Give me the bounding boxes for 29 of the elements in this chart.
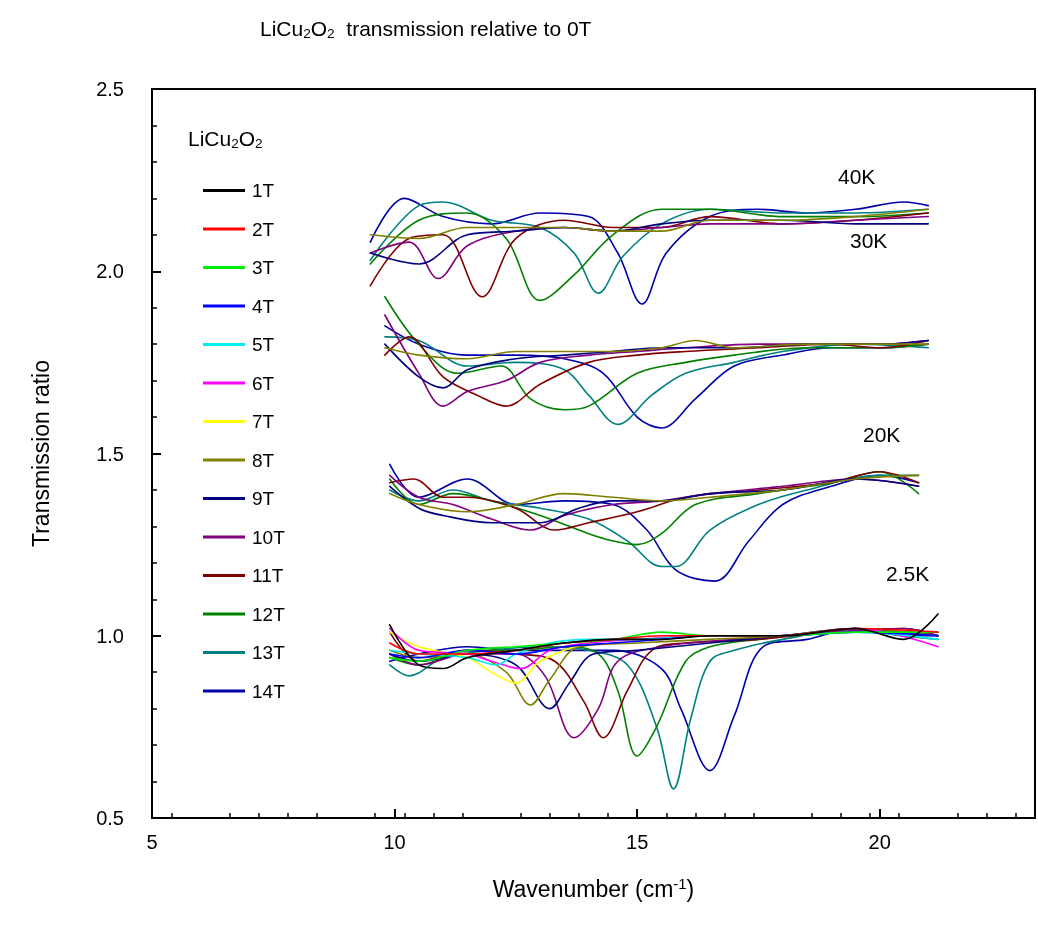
y-tick-label: 1.5 [96, 442, 124, 465]
legend-label: 10T [252, 526, 286, 548]
legend-label: 11T [252, 565, 284, 586]
legend-label: 1T [252, 180, 275, 201]
legend-label: 5T [252, 334, 275, 355]
y-axis-title: Transmission ratio [27, 359, 54, 548]
annotation: 20K [863, 423, 901, 446]
legend-label: 8T [252, 449, 275, 471]
legend-label: 14T [252, 680, 286, 702]
x-tick-label: 10 [383, 831, 406, 853]
line-series [388, 613, 939, 670]
y-tick-label: 0.5 [96, 807, 124, 829]
legend-label: 3T [252, 257, 275, 278]
legend-label: 6T [252, 372, 275, 394]
annotation: 2.5K [886, 562, 930, 585]
x-tick-label: 15 [626, 831, 649, 853]
annotation: 30K [850, 229, 888, 252]
legend-label: 2T [252, 218, 275, 240]
legend-label: 4T [252, 295, 275, 317]
y-tick-label: 2.5 [96, 78, 124, 100]
legend-label: 12T [252, 603, 286, 625]
y-tick-label: 1.0 [96, 624, 124, 647]
legend-label: 7T [252, 411, 275, 432]
x-tick-label: 20 [868, 831, 891, 853]
legend-label: 13T [252, 642, 286, 663]
legend-label: 9T [252, 488, 275, 509]
x-tick-label: 5 [146, 831, 158, 853]
annotation: 40K [838, 165, 876, 188]
y-tick-label: 2.0 [96, 260, 124, 283]
